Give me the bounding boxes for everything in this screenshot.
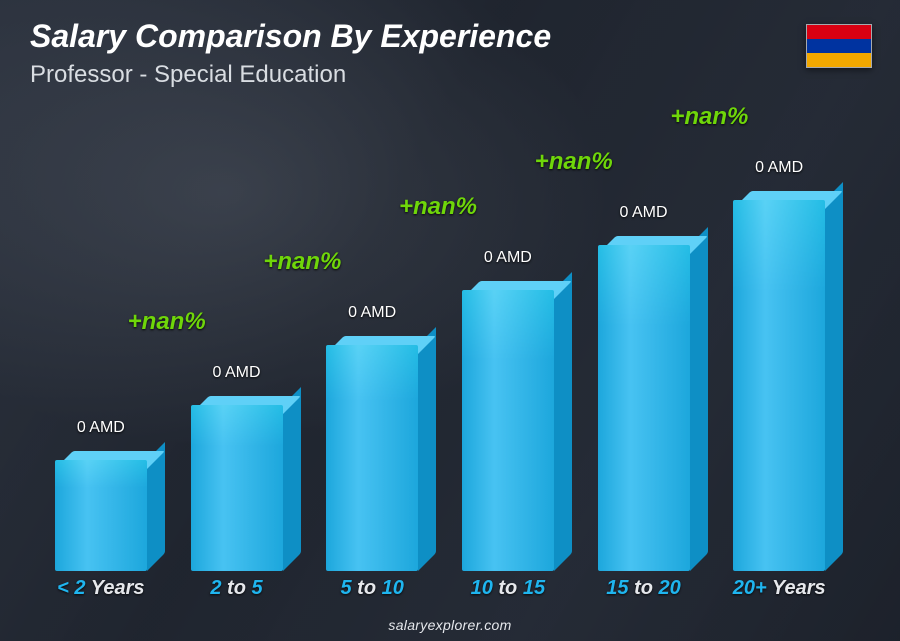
bar-value-label: 0 AMD [574,204,714,222]
x-tick: 15 to 20 [583,577,705,611]
x-tick: 20+ Years [718,577,840,611]
bar [733,191,825,571]
growth-percent-label: +nan% [670,103,748,131]
bar-column: 0 AMD [447,120,569,571]
chart-subtitle: Professor - Special Education [30,61,551,89]
flag-stripe-2 [807,39,871,53]
x-axis: < 2 Years 2 to 5 5 to 10 10 to 15 15 to 20 20… [40,577,840,611]
growth-percent-label: +nan% [263,248,341,276]
bar-chart: 0 AMD0 AMD0 AMD0 AMD0 AMD0 AMD [40,120,840,571]
bar-value-label: 0 AMD [302,304,442,322]
bar-value-label: 0 AMD [438,249,578,267]
flag-icon [806,24,872,68]
bar-column: 0 AMD [311,120,433,571]
growth-percent-label: +nan% [399,193,477,221]
chart-title: Salary Comparison By Experience [30,18,551,55]
chart-stage: Salary Comparison By Experience Professo… [0,0,900,641]
flag-stripe-3 [807,53,871,67]
growth-percent-label: +nan% [535,148,613,176]
bar-value-label: 0 AMD [709,159,849,177]
bar-value-label: 0 AMD [167,364,307,382]
flag-stripe-1 [807,25,871,39]
bar [462,281,554,571]
growth-percent-label: +nan% [128,308,206,336]
title-block: Salary Comparison By Experience Professo… [30,18,551,89]
x-tick: 2 to 5 [176,577,298,611]
bar-column: 0 AMD [583,120,705,571]
bar [326,336,418,571]
x-tick: 10 to 15 [447,577,569,611]
bar-column: 0 AMD [718,120,840,571]
bar-value-label: 0 AMD [31,419,171,437]
bar [191,396,283,571]
bar [55,451,147,571]
bar [598,236,690,571]
x-tick: < 2 Years [40,577,162,611]
bar-column: 0 AMD [176,120,298,571]
bar-column: 0 AMD [40,120,162,571]
x-tick: 5 to 10 [311,577,433,611]
footer-credit: salaryexplorer.com [0,617,900,633]
